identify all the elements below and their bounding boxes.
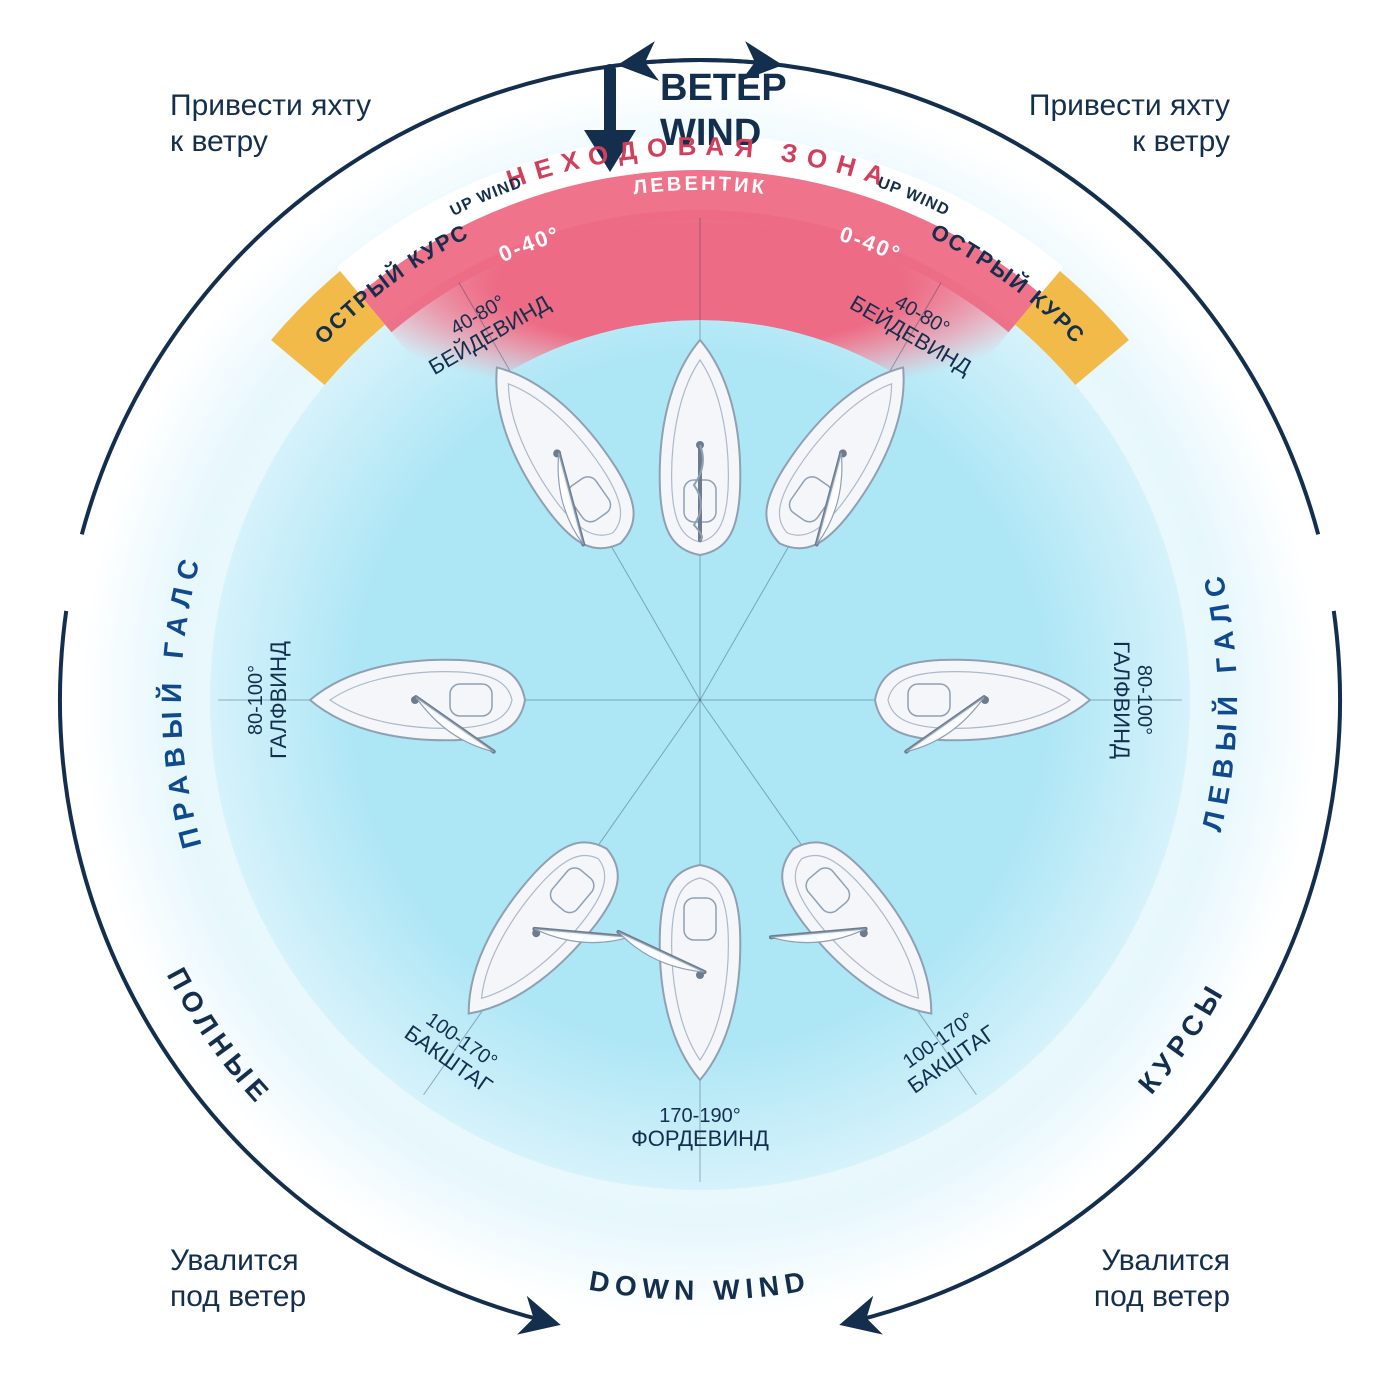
svg-text:170-190°: 170-190° bbox=[659, 1105, 740, 1127]
label-luff-left: Привести яхтук ветру bbox=[170, 89, 371, 158]
label-bear-right: Увалитсяпод ветер bbox=[1094, 1244, 1230, 1313]
svg-text:к ветру: к ветру bbox=[1132, 125, 1230, 158]
svg-text:к ветру: к ветру bbox=[170, 125, 268, 158]
svg-text:ГАЛФВИНД: ГАЛФВИНД bbox=[266, 641, 291, 759]
label-luff-right: Привести яхтук ветру bbox=[1029, 89, 1230, 158]
label-bear-left: Увалитсяпод ветер bbox=[170, 1244, 306, 1313]
svg-text:80-100°: 80-100° bbox=[1133, 665, 1155, 735]
svg-text:ФОРДЕВИНД: ФОРДЕВИНД bbox=[631, 1126, 769, 1151]
svg-text:80-100°: 80-100° bbox=[245, 665, 267, 735]
svg-text:Привести яхту: Привести яхту bbox=[170, 89, 371, 122]
svg-text:Увалится: Увалится bbox=[170, 1244, 299, 1277]
svg-text:Привести яхту: Привести яхту bbox=[1029, 89, 1230, 122]
svg-text:Увалится: Увалится bbox=[1101, 1244, 1230, 1277]
svg-text:под ветер: под ветер bbox=[170, 1280, 306, 1313]
svg-text:ГАЛФВИНД: ГАЛФВИНД bbox=[1109, 641, 1134, 759]
wind-title-ru: ВЕТЕР bbox=[660, 67, 787, 109]
svg-text:под ветер: под ветер bbox=[1094, 1280, 1230, 1313]
